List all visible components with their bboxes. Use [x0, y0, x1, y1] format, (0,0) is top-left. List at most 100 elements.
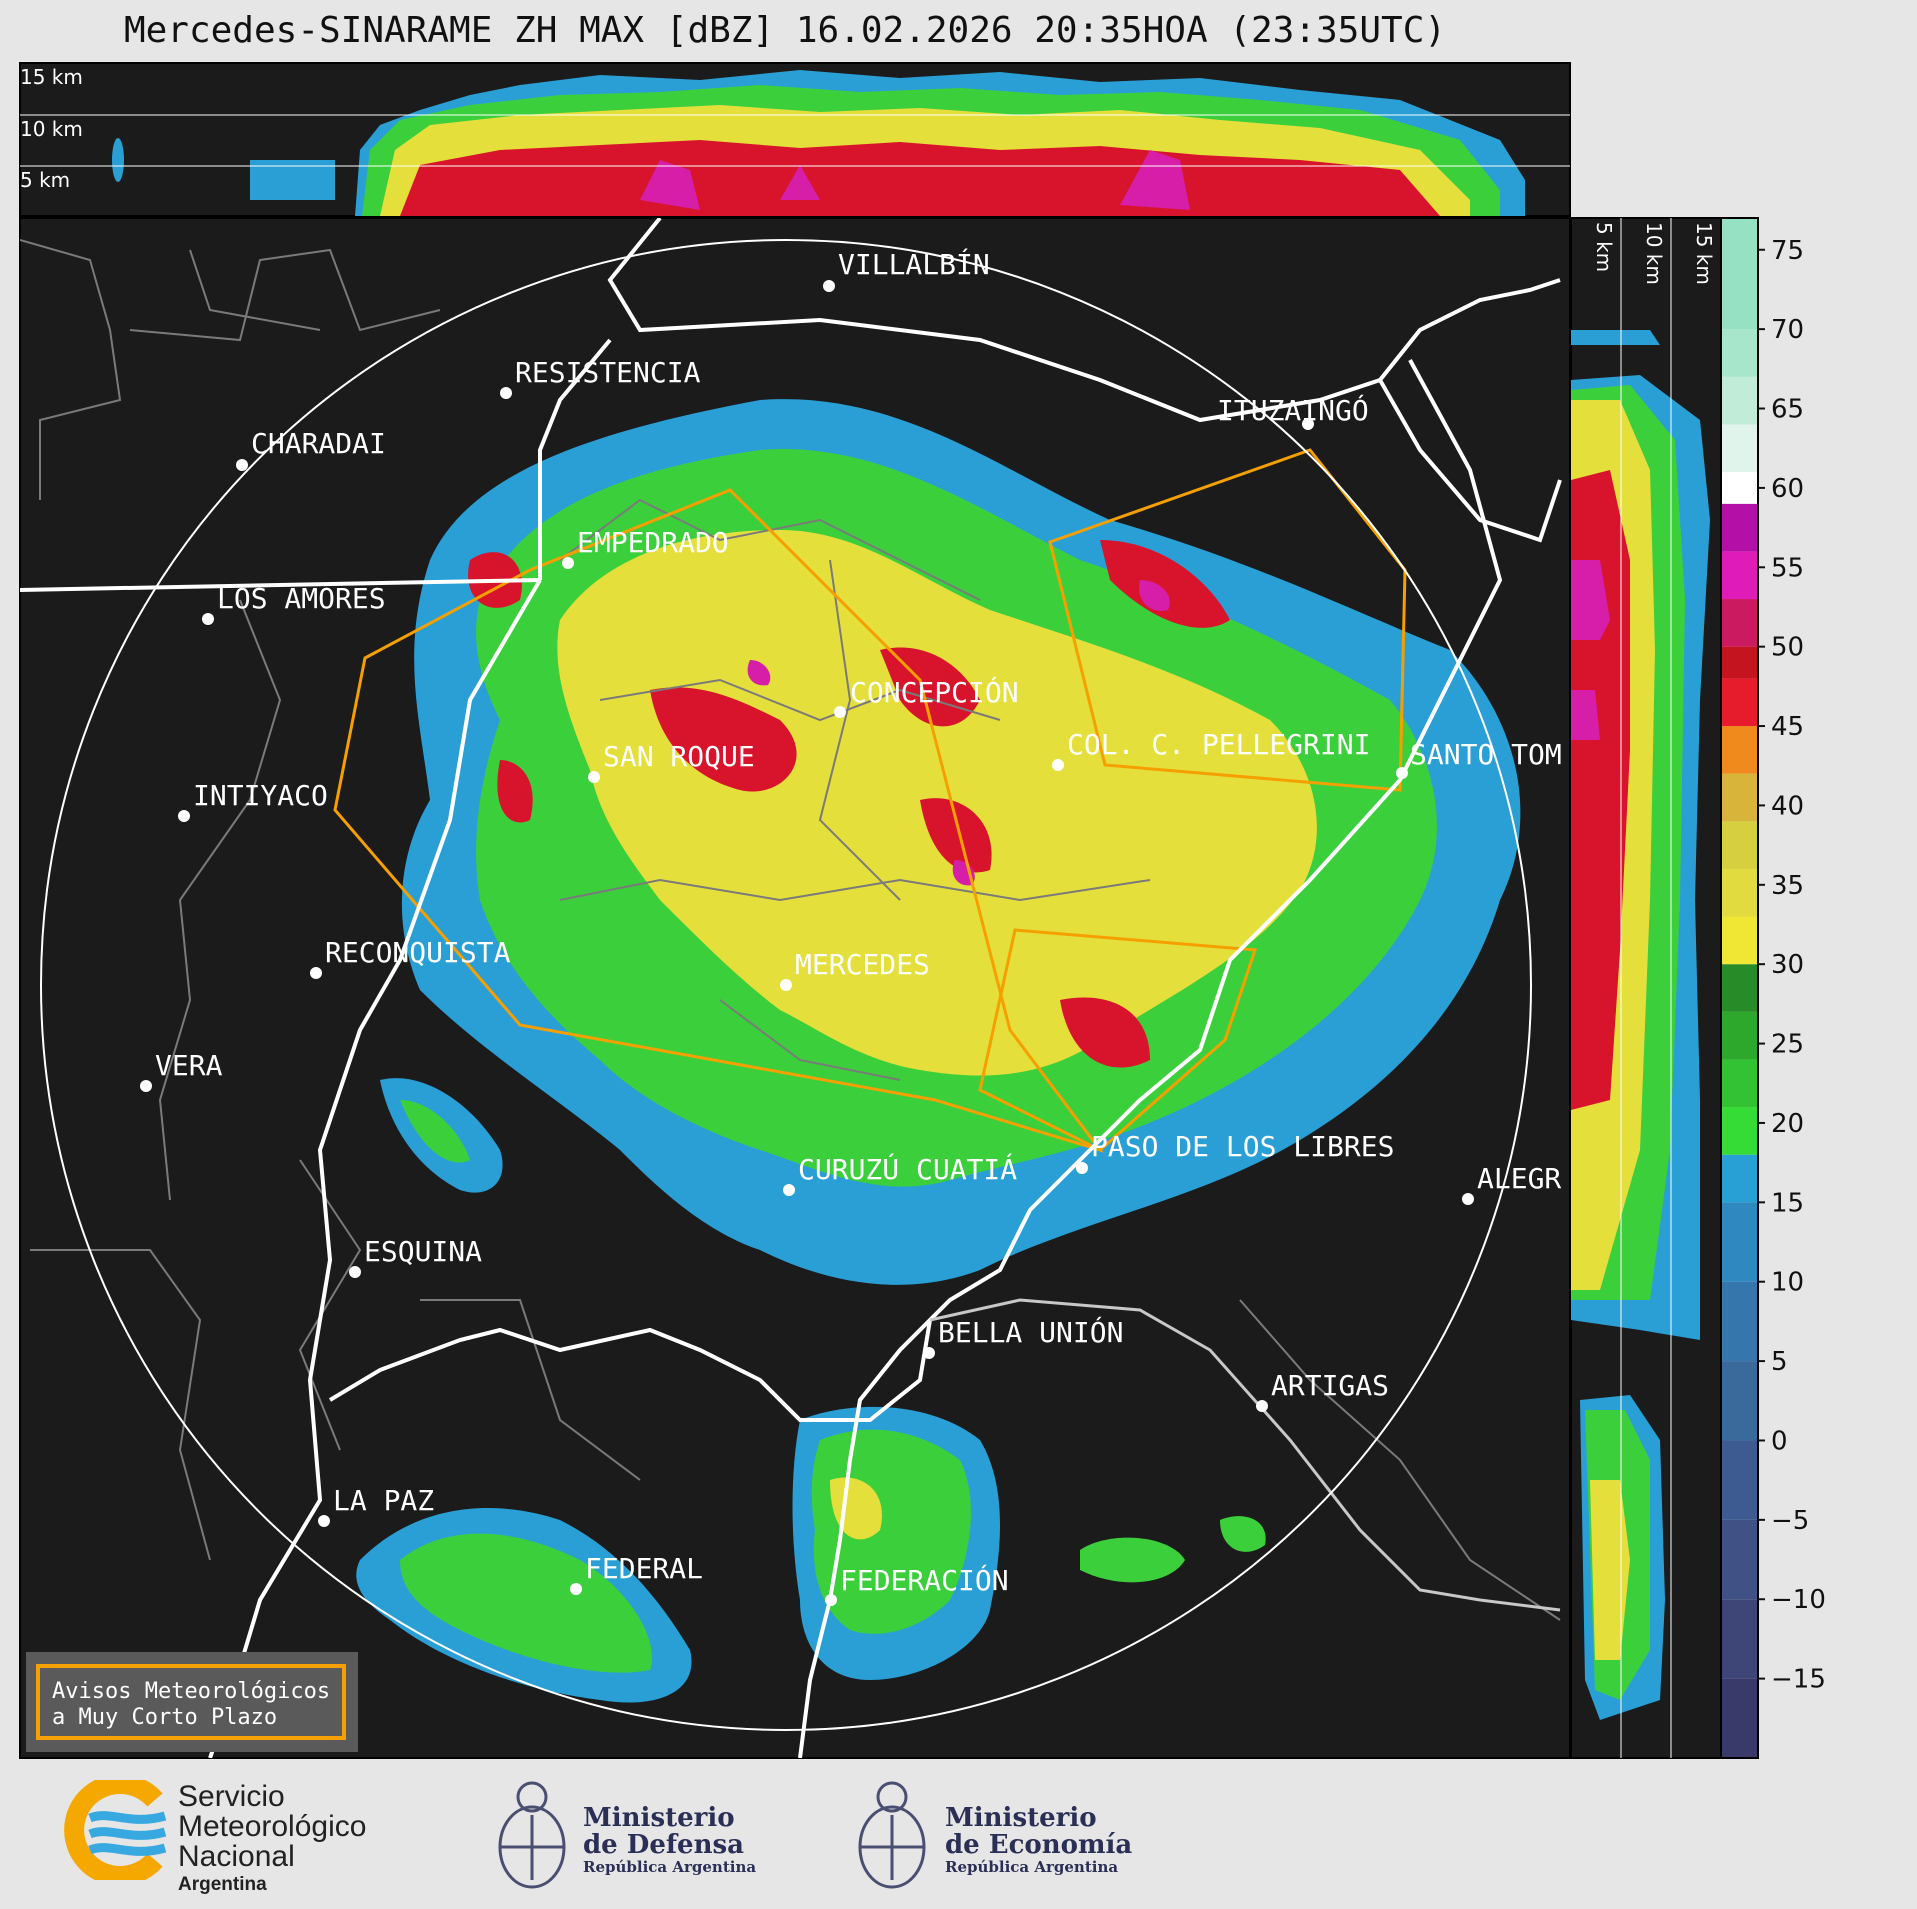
colorbar-bands [1721, 218, 1758, 1758]
colorbar-tick-label: 15 [1771, 1188, 1804, 1218]
svg-text:FEDERACIÓN: FEDERACIÓN [840, 1563, 1009, 1597]
colorbar-tick-label: 75 [1771, 236, 1804, 266]
top-profile-echo [112, 70, 1525, 216]
colorbar-band [1721, 1154, 1758, 1203]
svg-text:EMPEDRADO: EMPEDRADO [577, 526, 729, 559]
colorbar-tick-label: 20 [1771, 1109, 1804, 1139]
colorbar-band [1721, 376, 1758, 425]
city-federal: FEDERAL [570, 1552, 703, 1595]
svg-text:FEDERAL: FEDERAL [585, 1552, 703, 1585]
colorbar-band [1721, 218, 1758, 330]
svg-text:BELLA UNIÓN: BELLA UNIÓN [938, 1315, 1123, 1349]
city-resistencia: RESISTENCIA [500, 356, 701, 399]
city-mercedes: MERCEDES [780, 948, 930, 991]
svg-text:ALEGR: ALEGR [1477, 1162, 1561, 1195]
svg-text:INTIYACO: INTIYACO [193, 779, 328, 812]
colorbar-tick-label: −10 [1771, 1585, 1826, 1615]
city-federacion: FEDERACIÓN [825, 1563, 1009, 1606]
city-los-amores: LOS AMORES [202, 582, 386, 625]
top-profile-label-5km: 5 km [20, 168, 70, 192]
top-profile-label-10km: 10 km [20, 117, 83, 141]
colorbar-band [1721, 868, 1758, 917]
colorbar-band [1721, 1599, 1758, 1679]
map-title: Mercedes-SINARAME ZH MAX [dBZ] 16.02.202… [123, 10, 1447, 51]
department-boundaries [20, 239, 1561, 1621]
city-artigas: ARTIGAS [1256, 1369, 1389, 1412]
colorbar-tick-label: −5 [1771, 1506, 1809, 1536]
side-profile-label-10km: 10 km [1642, 222, 1666, 285]
uruguay-border [929, 1298, 1561, 1612]
colorbar-band [1721, 773, 1758, 822]
colorbar-band [1721, 329, 1758, 377]
range-ring [40, 239, 1532, 1731]
smn-wordmark: Servicio Meteorológico Nacional Argentin… [178, 1780, 367, 1895]
city-intiyaco: INTIYACO [178, 779, 328, 822]
warning-box[interactable]: Avisos Meteorológicos a Muy Corto Plazo [26, 1652, 358, 1752]
city-santo-tome: SANTO TOM [1396, 738, 1562, 779]
colorbar-tick-label: 25 [1771, 1030, 1804, 1060]
colorbar-band [1721, 472, 1758, 504]
warning-polygons [333, 448, 1407, 1153]
colorbar-band [1721, 678, 1758, 727]
colorbar-tick-label: −15 [1771, 1665, 1826, 1695]
city-reconquista: RECONQUISTA [310, 936, 511, 979]
colorbar-band [1721, 964, 1758, 1012]
top-profile-panel: 15 km 10 km 5 km [19, 62, 1571, 217]
svg-text:VERA: VERA [155, 1049, 223, 1082]
svg-text:CHARADAI: CHARADAI [251, 427, 386, 460]
colorbar-tick-label: 45 [1771, 712, 1804, 742]
city-col-c-pellegrini: COL. C. PELLEGRINI [1052, 728, 1370, 771]
colorbar-tick-label: 70 [1771, 315, 1804, 345]
svg-text:SAN ROQUE: SAN ROQUE [603, 740, 755, 773]
colorbar-band [1721, 1440, 1758, 1520]
svg-text:CONCEPCIÓN: CONCEPCIÓN [850, 675, 1019, 709]
side-profile-label-15km: 15 km [1692, 222, 1716, 285]
colorbar-band [1721, 551, 1758, 600]
svg-text:VILLALBÍN: VILLALBÍN [838, 247, 990, 281]
svg-text:ITUZAINGÓ: ITUZAINGÓ [1217, 393, 1369, 427]
city-labels: VILLALBÍN RESISTENCIA CHARADAI ITUZAINGÓ… [140, 247, 1562, 1606]
side-profile-panel: 5 km 10 km 15 km [1570, 217, 1722, 1759]
colorbar-tick-label: 35 [1771, 871, 1804, 901]
colorbar-band [1721, 646, 1758, 679]
city-ituzaingo: ITUZAINGÓ [1217, 393, 1369, 430]
colorbar-band [1721, 1107, 1758, 1155]
city-alegrete: ALEGR [1462, 1162, 1561, 1205]
city-charadai: CHARADAI [236, 427, 386, 471]
colorbar-tick-label: 60 [1771, 474, 1804, 504]
main-map: VILLALBÍN RESISTENCIA CHARADAI ITUZAINGÓ… [19, 217, 1571, 1759]
colorbar-band [1721, 1059, 1758, 1108]
colorbar-band [1721, 1011, 1758, 1060]
colorbar-band [1721, 916, 1758, 965]
colorbar-tick-label: 55 [1771, 553, 1804, 583]
city-esquina: ESQUINA [349, 1235, 482, 1278]
svg-text:RESISTENCIA: RESISTENCIA [515, 356, 701, 389]
city-san-roque: SAN ROQUE [588, 740, 755, 783]
colorbar-tick-label: 65 [1771, 395, 1804, 425]
svg-text:COL. C. PELLEGRINI: COL. C. PELLEGRINI [1067, 728, 1370, 761]
colorbar-tick-label: 40 [1771, 791, 1804, 821]
city-villalbin: VILLALBÍN [823, 247, 990, 292]
ministerio-defensa-wordmark: Ministerio de Defensa República Argentin… [583, 1803, 757, 1876]
svg-text:CURUZÚ CUATIÁ: CURUZÚ CUATIÁ [798, 1152, 1017, 1186]
svg-text:ESQUINA: ESQUINA [364, 1235, 482, 1268]
colorbar-band [1721, 424, 1758, 473]
svg-text:ARTIGAS: ARTIGAS [1271, 1369, 1389, 1402]
smn-logo-icon [64, 1780, 167, 1880]
side-profile-label-5km: 5 km [1592, 222, 1616, 272]
svg-text:MERCEDES: MERCEDES [795, 948, 930, 981]
ministerio-economia-wordmark: Ministerio de Economía República Argenti… [945, 1803, 1133, 1876]
svg-text:SANTO TOM: SANTO TOM [1410, 738, 1562, 771]
side-profile-echo [1571, 330, 1710, 1720]
colorbar-band [1721, 1202, 1758, 1282]
warning-box-line1: Avisos Meteorológicos [52, 1679, 330, 1704]
argentina-coat-of-arms-icon [498, 1781, 566, 1889]
colorbar-tick-label: 5 [1771, 1347, 1788, 1377]
city-bella-union: BELLA UNIÓN [923, 1315, 1123, 1359]
city-paso-de-los-libres: PASO DE LOS LIBRES [1076, 1130, 1394, 1174]
city-concepcion: CONCEPCIÓN [834, 675, 1019, 718]
colorbar-tick-label: 10 [1771, 1268, 1804, 1298]
